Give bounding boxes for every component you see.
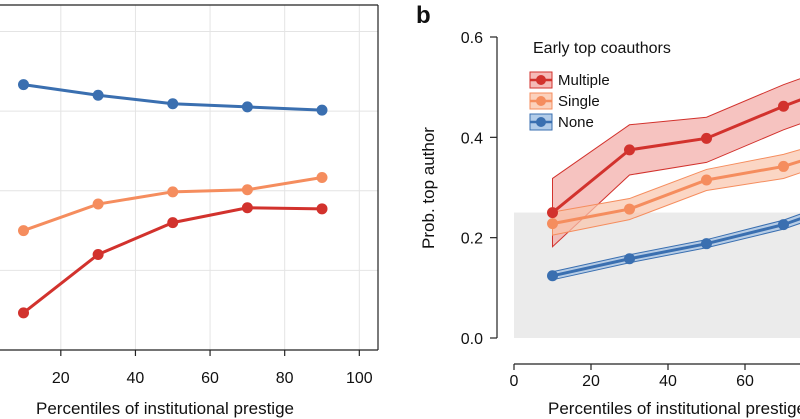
panel-a-data-point: [241, 101, 253, 113]
panel-a-x-tick-label: 60: [201, 370, 219, 387]
panel-a-data-point: [18, 225, 29, 237]
panel-a-x-tick-label: 80: [276, 370, 294, 387]
panel-b-x-tick-label: 40: [659, 373, 677, 390]
legend-entry-label: Single: [558, 93, 600, 110]
panel-b-y-axis-title: Prob. top author: [419, 127, 438, 249]
panel-b-data-point: [624, 253, 635, 265]
panel-b-y-tick-label: 0.4: [461, 130, 483, 147]
panel-b-data-point: [547, 270, 558, 282]
panel-b-data-point: [547, 207, 558, 219]
panel-a-x-tick-label: 40: [127, 370, 145, 387]
legend-swatch-point: [536, 96, 546, 106]
panel-b-y-tick-label: 0.2: [461, 231, 483, 248]
panel-a-data-point: [167, 98, 179, 110]
panel-b-data-point: [778, 160, 789, 172]
panel-a-data-point: [241, 184, 253, 196]
panel-a-data-point: [316, 203, 328, 215]
panel-b-data-point: [547, 218, 558, 230]
panel-a-x-tick-label: 100: [346, 370, 373, 387]
panel-b-y-tick-label: 0.6: [461, 30, 483, 47]
legend-swatch-point: [536, 75, 546, 85]
panel-b-data-point: [701, 132, 712, 144]
panel-b-data-point: [701, 238, 712, 250]
panel-a-data-point: [316, 172, 328, 183]
panel-a-data-point: [316, 104, 328, 116]
legend-swatch-point: [536, 117, 546, 127]
panel-a-x-tick-label: 20: [52, 370, 70, 387]
panel-a-data-point: [18, 79, 29, 91]
panel-b-data-point: [778, 219, 789, 231]
panel-b-y-tick-label: 0.0: [461, 331, 483, 348]
panel-b-x-axis-title: Percentiles of institutional prestige: [548, 399, 800, 418]
panel-b-letter: b: [416, 2, 431, 29]
panel-b-data-point: [778, 100, 789, 112]
panel-b-x-tick-label: 20: [582, 373, 600, 390]
panel-b-data-point: [624, 144, 635, 156]
panel-b-x-tick-label: 60: [736, 373, 754, 390]
panel-b-data-point: [624, 203, 635, 215]
panel-b-x-tick-label: 0: [510, 373, 519, 390]
panel-a-data-point: [167, 217, 179, 229]
panel-a-data-point: [167, 186, 179, 198]
panel-a-data-point: [92, 248, 104, 260]
panel-a-data-point: [92, 198, 104, 210]
legend-entry-label: Multiple: [558, 72, 610, 89]
panel-a-chart: 20 40 60 80 100 Percentiles of institutional …: [0, 4, 379, 418]
panel-a-data-point: [92, 89, 104, 101]
panel-a-data-point: [18, 307, 29, 319]
panel-a-data-point: [241, 202, 253, 214]
legend-title: Early top coauthors: [533, 40, 671, 57]
panel-b-data-point: [701, 174, 712, 186]
panel-b-chart: 0.0 0.2 0.4 0.6 0 20 40 60 Prob. top author Perce…: [416, 2, 800, 418]
legend-entry-label: None: [558, 114, 594, 131]
panel-a-x-axis-title: Percentiles of institutional prestige: [36, 399, 294, 418]
panel-b-confidence-band: [552, 78, 800, 248]
